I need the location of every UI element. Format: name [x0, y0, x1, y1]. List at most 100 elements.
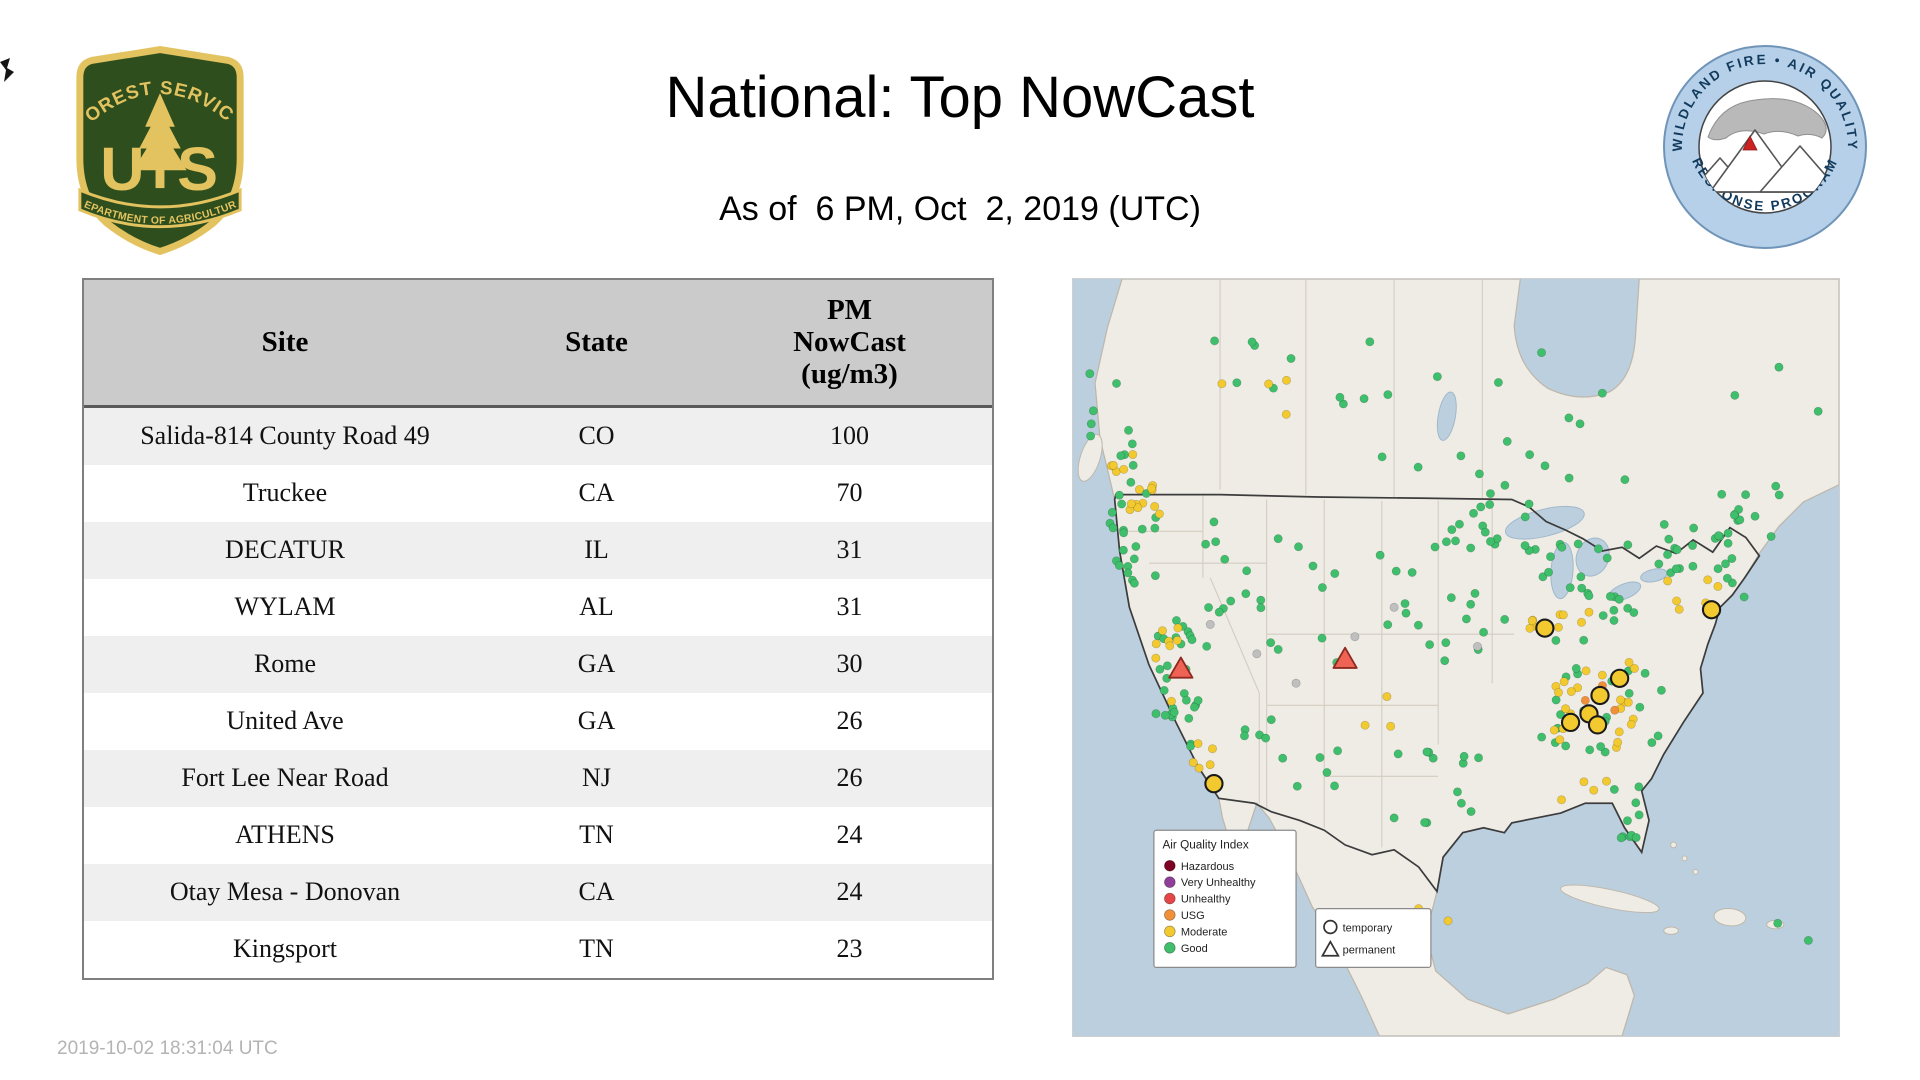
- value-cell: 24: [836, 820, 863, 849]
- monitor-dot: [1226, 596, 1236, 606]
- monitor-dot: [1205, 760, 1215, 770]
- table-row: United Ave GA 26: [84, 692, 992, 750]
- value-cell: 70: [836, 478, 863, 507]
- table-row: Rome GA 30: [84, 635, 992, 693]
- monitor-dot: [1159, 685, 1169, 695]
- monitor-dot: [1727, 554, 1737, 563]
- monitor-dot: [1137, 524, 1147, 534]
- monitor-dot: [1750, 511, 1760, 521]
- monitor-dot: [1663, 576, 1673, 586]
- monitor-dot: [1086, 419, 1096, 429]
- monitor-dot: [1119, 528, 1129, 538]
- monitor-dot: [1150, 571, 1160, 581]
- monitor-dot: [1188, 758, 1198, 767]
- monitor-dot: [1131, 542, 1141, 551]
- monitor-dot: [1671, 564, 1681, 574]
- monitor-dot: [1635, 702, 1645, 712]
- monitor-dot: [1466, 543, 1476, 553]
- monitor-dot: [1359, 394, 1369, 404]
- monitor-dot: [1566, 687, 1576, 697]
- aqi-legend-title: Air Quality Index: [1162, 839, 1248, 852]
- monitor-dot: [1647, 738, 1657, 748]
- monitor-dot: [1723, 528, 1733, 538]
- value-cell: 31: [836, 535, 863, 564]
- monitor-dot: [1613, 737, 1623, 747]
- legend-swatch-hazardous: [1164, 859, 1176, 872]
- monitor-dot: [1597, 670, 1607, 680]
- state-cell: NJ: [582, 763, 611, 792]
- monitor-dot: [1273, 534, 1283, 544]
- monitor-dot: [1659, 520, 1669, 529]
- monitor-dot: [1181, 695, 1191, 705]
- monitor-dot: [1466, 599, 1476, 609]
- monitor-dot: [1443, 916, 1453, 926]
- monitor-dot: [1292, 781, 1302, 791]
- monitor-dot: [1456, 798, 1466, 808]
- monitor-dot: [1771, 481, 1781, 491]
- temporary-marker-icon: [1323, 919, 1338, 935]
- page-title: National: Top NowCast: [665, 65, 1255, 130]
- monitor-dot: [1713, 564, 1723, 574]
- monitor-dot: [1173, 623, 1183, 633]
- monitor-dot: [1193, 696, 1203, 705]
- monitor-dot: [1114, 561, 1124, 570]
- monitor-dot: [1432, 372, 1442, 382]
- monitor-dot: [1493, 378, 1503, 387]
- monitor-dot: [1714, 531, 1723, 541]
- monitor-dot: [1564, 473, 1574, 483]
- monitor-dot: [1485, 489, 1495, 499]
- monitor-dot: [1470, 588, 1480, 598]
- monitor-dot: [1609, 605, 1619, 615]
- monitor-dot: [1264, 379, 1274, 389]
- monitor-dot: [1557, 795, 1566, 805]
- value-cell: 23: [836, 934, 863, 963]
- monitor-dot: [1151, 653, 1161, 663]
- monitor-dot: [1585, 745, 1595, 755]
- site-cell: Truckee: [242, 478, 328, 507]
- monitor-dot: [1085, 369, 1095, 379]
- monitor-dot: [1561, 741, 1571, 751]
- monitor-dot: [1589, 785, 1599, 795]
- monitor-dot: [1703, 575, 1713, 585]
- monitor-dot: [1202, 641, 1212, 651]
- monitor-dot: [1602, 776, 1611, 786]
- monitor-dot: [1729, 510, 1739, 520]
- monitor-dot: [1360, 720, 1370, 730]
- monitor-dot: [1382, 692, 1392, 702]
- site-cell: Salida-814 County Road 49: [140, 421, 430, 450]
- monitor-dot: [1525, 623, 1535, 633]
- monitor-dot: [1564, 413, 1574, 423]
- monitor-dot: [1186, 741, 1196, 751]
- monitor-dot: [1774, 362, 1784, 372]
- monitor-dot: [1247, 337, 1257, 347]
- monitor-dot: [1774, 490, 1784, 500]
- monitor-dot: [1430, 542, 1440, 552]
- monitor-dot: [1209, 517, 1219, 527]
- monitor-dot: [1551, 695, 1561, 705]
- monitor-dot: [1600, 747, 1610, 757]
- monitor-dot: [1553, 622, 1563, 632]
- monitor-dot: [1133, 503, 1143, 513]
- monitor-dot: [1119, 464, 1129, 474]
- monitor-dot: [1220, 554, 1230, 564]
- aqi-legend: Air Quality Index Hazardous Very Unhealth…: [1153, 829, 1297, 969]
- monitor-dot: [1614, 727, 1624, 737]
- monitor-dot: [1261, 733, 1271, 743]
- page-subtitle: As of 6 PM, Oct 2, 2019 (UTC): [719, 190, 1201, 228]
- site-cell: DECATUR: [225, 535, 345, 564]
- monitor-dot: [1741, 490, 1751, 500]
- monitor-dot: [1157, 626, 1167, 636]
- permanent-monitor-marker: [1332, 646, 1358, 669]
- monitor-dot: [1584, 591, 1594, 601]
- monitor-dot: [1308, 561, 1318, 571]
- edge-artifact: [0, 58, 14, 82]
- table-row: WYLAM AL 31: [84, 578, 992, 636]
- monitor-dot: [1160, 710, 1170, 720]
- monitor-dot: [1629, 608, 1639, 618]
- monitor-dot: [1480, 527, 1490, 537]
- monitor-dot: [1674, 604, 1684, 614]
- top-site-marker: [1587, 715, 1608, 735]
- smoke-plume-icon: [1707, 98, 1827, 141]
- monitor-dot: [1527, 616, 1537, 626]
- value-cell: 24: [836, 877, 863, 906]
